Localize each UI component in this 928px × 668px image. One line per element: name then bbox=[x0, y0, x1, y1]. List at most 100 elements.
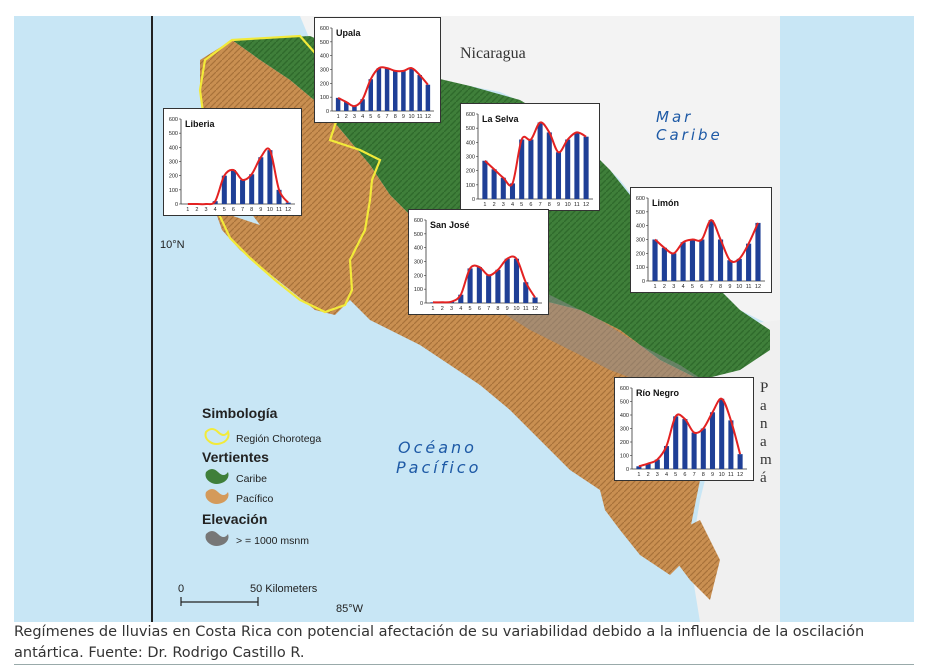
bar bbox=[737, 454, 743, 469]
bar bbox=[691, 432, 697, 469]
x-tick-label: 3 bbox=[672, 284, 675, 290]
bar bbox=[680, 242, 686, 281]
bar bbox=[258, 157, 264, 204]
bar bbox=[755, 222, 761, 281]
bar bbox=[583, 136, 589, 199]
y-tick-label: 500 bbox=[620, 400, 629, 406]
chart-title: Upala bbox=[336, 28, 362, 38]
bar bbox=[417, 75, 422, 111]
longitude-label: 85°W bbox=[336, 603, 364, 615]
chart-limon: 0 100 200 300 400 500 600 1 2 3 4 5 6 7 8 9 10 11 12 Limón bbox=[630, 187, 772, 293]
x-tick-label: 6 bbox=[529, 202, 532, 208]
latitude-label: 10°N bbox=[160, 239, 185, 251]
bar bbox=[574, 132, 580, 199]
bar bbox=[285, 202, 291, 204]
bar bbox=[458, 294, 464, 303]
y-tick-label: 500 bbox=[466, 126, 475, 132]
chart-la-selva: 0 100 200 300 400 500 600 1 2 3 4 5 6 7 8 9 10 11 12 La Sel… bbox=[460, 103, 600, 211]
x-tick-label: 12 bbox=[425, 114, 431, 120]
x-tick-label: 5 bbox=[691, 284, 694, 290]
bar bbox=[430, 302, 436, 303]
x-tick-label: 5 bbox=[520, 202, 523, 208]
scale-bar: 0 50 Kilometers bbox=[178, 583, 318, 606]
series-line bbox=[337, 66, 429, 108]
x-tick-label: 6 bbox=[700, 284, 703, 290]
legend-region-swatch bbox=[204, 428, 230, 445]
y-tick-label: 200 bbox=[636, 251, 645, 257]
y-tick-label: 0 bbox=[326, 109, 329, 115]
y-tick-label: 500 bbox=[414, 232, 423, 238]
bar bbox=[699, 239, 705, 281]
caption-divider bbox=[14, 664, 914, 665]
y-tick-label: 0 bbox=[420, 301, 423, 307]
y-tick-label: 100 bbox=[169, 188, 178, 194]
panama-label: P a n a m á bbox=[760, 380, 772, 486]
panama-letter: á bbox=[760, 470, 767, 486]
x-tick-label: 12 bbox=[755, 284, 761, 290]
bar bbox=[401, 70, 406, 111]
bar bbox=[486, 275, 492, 303]
bar bbox=[528, 139, 534, 199]
x-tick-label: 1 bbox=[653, 284, 656, 290]
x-tick-label: 11 bbox=[417, 114, 423, 120]
oceano-label: Océano bbox=[398, 438, 477, 457]
bar bbox=[663, 446, 670, 469]
x-tick-label: 5 bbox=[369, 114, 372, 120]
legend-caribe-label: Caribe bbox=[236, 473, 267, 485]
x-tick-label: 5 bbox=[469, 306, 472, 312]
chart-title: La Selva bbox=[482, 114, 520, 124]
y-tick-label: 0 bbox=[626, 467, 629, 473]
bar bbox=[221, 175, 227, 204]
x-tick-label: 6 bbox=[478, 306, 481, 312]
bar bbox=[671, 253, 677, 281]
panama-letter: m bbox=[760, 452, 772, 468]
x-tick-label: 2 bbox=[441, 306, 444, 312]
nicaragua-land bbox=[300, 16, 780, 330]
x-tick-label: 9 bbox=[557, 202, 560, 208]
x-tick-label: 12 bbox=[532, 306, 538, 312]
bar bbox=[661, 247, 667, 281]
bar bbox=[746, 243, 752, 281]
x-tick-label: 7 bbox=[241, 207, 244, 213]
bar bbox=[425, 84, 431, 111]
x-tick-label: 8 bbox=[394, 114, 397, 120]
mar-label: Mar bbox=[656, 108, 693, 126]
y-tick-label: 300 bbox=[466, 155, 475, 161]
series-line bbox=[654, 219, 759, 263]
figure-caption: Regímenes de lluvias en Costa Rica con p… bbox=[14, 624, 865, 661]
x-tick-label: 2 bbox=[195, 207, 198, 213]
x-tick-label: 4 bbox=[214, 207, 217, 213]
bar bbox=[654, 459, 660, 469]
bar bbox=[708, 220, 714, 281]
x-tick-label: 1 bbox=[431, 306, 434, 312]
chart-title: Liberia bbox=[185, 119, 216, 129]
y-tick-label: 500 bbox=[636, 210, 645, 216]
osa-peninsula bbox=[600, 490, 685, 575]
bar bbox=[719, 398, 725, 469]
nicaragua-label: Nicaragua bbox=[460, 45, 526, 62]
bar bbox=[727, 260, 733, 281]
panama-letter: a bbox=[760, 398, 767, 414]
chart-upala: 0 100 200 300 400 500 600 1 2 3 4 5 6 7 8 9 10 11 12 Upala bbox=[314, 17, 441, 123]
x-tick-label: 3 bbox=[502, 202, 505, 208]
bar bbox=[344, 102, 349, 111]
x-tick-label: 7 bbox=[386, 114, 389, 120]
bar bbox=[509, 183, 516, 199]
y-tick-label: 100 bbox=[320, 95, 329, 101]
y-tick-label: 0 bbox=[642, 279, 645, 285]
x-tick-label: 6 bbox=[377, 114, 380, 120]
bar bbox=[555, 152, 562, 199]
bar bbox=[513, 258, 520, 303]
bar bbox=[537, 122, 543, 199]
x-tick-label: 12 bbox=[583, 202, 589, 208]
x-tick-label: 9 bbox=[259, 207, 262, 213]
bar bbox=[240, 179, 246, 204]
x-tick-label: 11 bbox=[523, 306, 529, 312]
bar bbox=[565, 139, 571, 199]
y-tick-label: 600 bbox=[169, 117, 178, 123]
caribe-sea-label: Caribe bbox=[656, 126, 723, 144]
x-tick-label: 10 bbox=[719, 472, 725, 478]
x-tick-label: 7 bbox=[710, 284, 713, 290]
x-tick-label: 9 bbox=[728, 284, 731, 290]
